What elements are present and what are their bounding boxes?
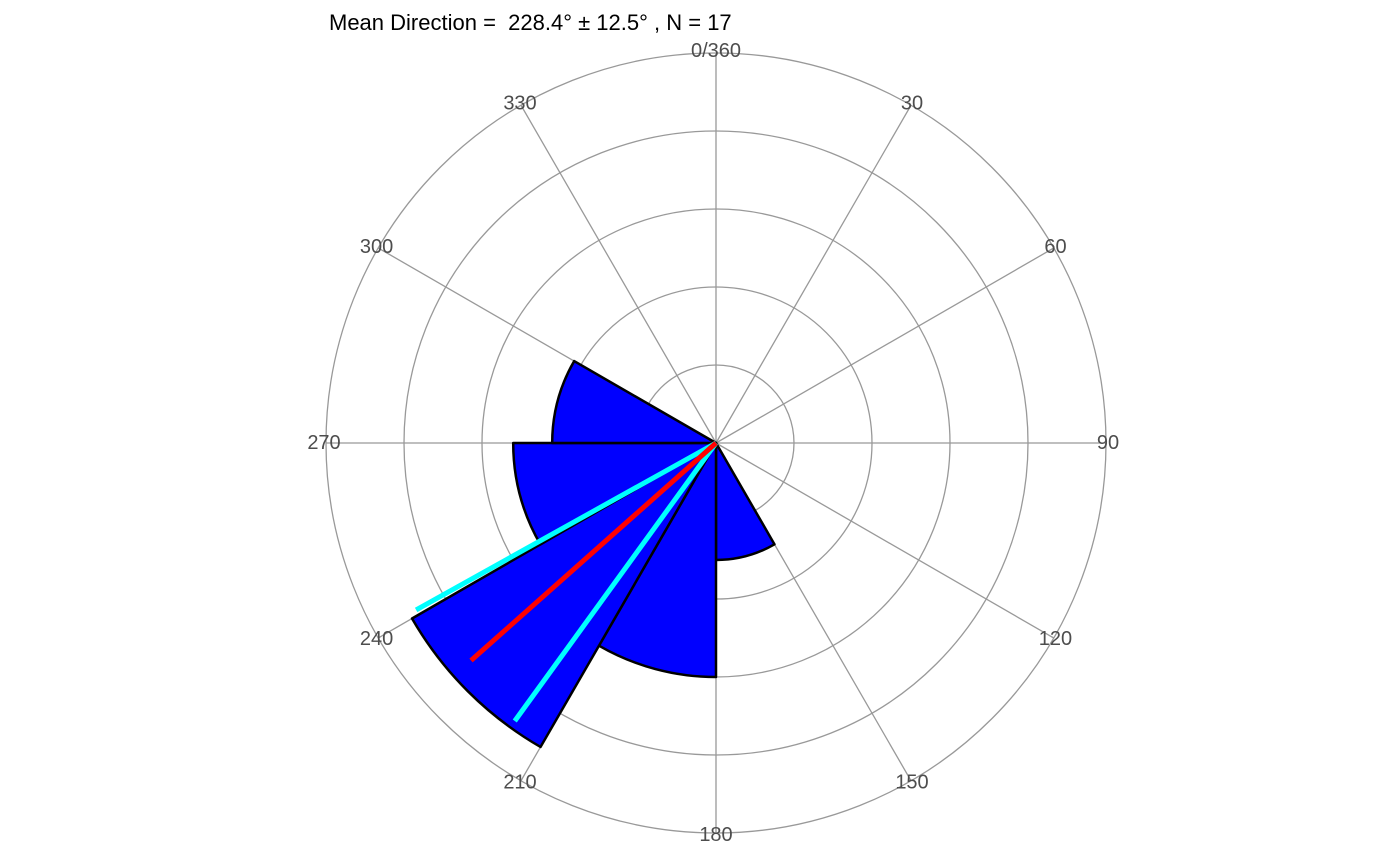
angular-gridline	[715, 247, 1055, 444]
rose-bar	[597, 441, 718, 679]
angle-tick-labels: 0/360 30 60 90 120 150 180 210 240 270 300 330	[307, 40, 1119, 846]
angle-tick-label: 150	[895, 771, 928, 793]
confidence-interval-line	[414, 440, 718, 613]
angular-gridline	[715, 442, 1055, 639]
angular-gridline	[715, 104, 912, 444]
angle-tick-label: 30	[901, 93, 923, 115]
angle-tick-label: 240	[360, 628, 393, 650]
rose-bar	[550, 359, 718, 445]
direction-lines	[414, 440, 719, 723]
chart-title: Mean Direction = 228.4° ± 12.5° , N = 17	[329, 10, 732, 35]
angle-tick-label: 90	[1097, 432, 1119, 454]
angle-tick-label: 300	[360, 236, 393, 258]
mean-direction-line	[469, 441, 718, 663]
angle-tick-label: 180	[699, 824, 732, 846]
angle-tick-label: 120	[1039, 628, 1072, 650]
angular-gridline	[520, 104, 717, 444]
angle-tick-label: 60	[1044, 236, 1066, 258]
rose-bar	[410, 441, 718, 749]
angle-tick-label: 210	[503, 771, 536, 793]
rose-bars	[410, 359, 776, 749]
angle-tick-label: 330	[503, 93, 536, 115]
confidence-interval-line	[512, 441, 719, 723]
angle-tick-label: 270	[307, 432, 340, 454]
angle-tick-label: 0/360	[691, 40, 741, 62]
